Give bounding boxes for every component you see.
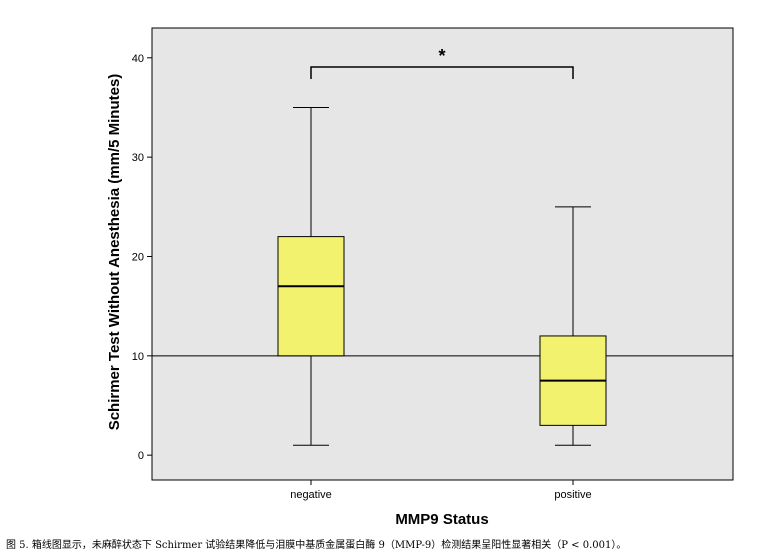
plot-area — [151, 27, 734, 481]
y-tick-label: 0 — [138, 450, 144, 462]
box-plot-chart: 0 10 20 30 40 negative positive * Schirmer Te… — [106, 27, 734, 528]
y-tick-label: 30 — [132, 152, 144, 164]
y-axis-label: Schirmer Test Without Anesthesia (mm/5 M… — [106, 74, 123, 431]
x-tick-label: negative — [290, 489, 332, 501]
boxes-group — [277, 106, 607, 446]
x-tick-label: positive — [554, 489, 591, 501]
bracket-line — [310, 66, 574, 79]
x-axis: negative positive — [290, 480, 592, 501]
y-axis: 0 10 20 30 40 — [132, 53, 152, 462]
y-tick-label: 40 — [132, 53, 144, 65]
box-negative — [277, 236, 345, 357]
y-tick-label: 10 — [132, 351, 144, 363]
significance-star: * — [438, 46, 445, 66]
x-axis-label: MMP9 Status — [395, 511, 488, 528]
figure-caption: 图 5. 箱线图显示，未麻醉状态下 Schirmer 试验结果降低与泪膜中基质金… — [6, 540, 627, 551]
significance-bracket: * — [310, 46, 574, 79]
y-tick-label: 20 — [132, 251, 144, 263]
